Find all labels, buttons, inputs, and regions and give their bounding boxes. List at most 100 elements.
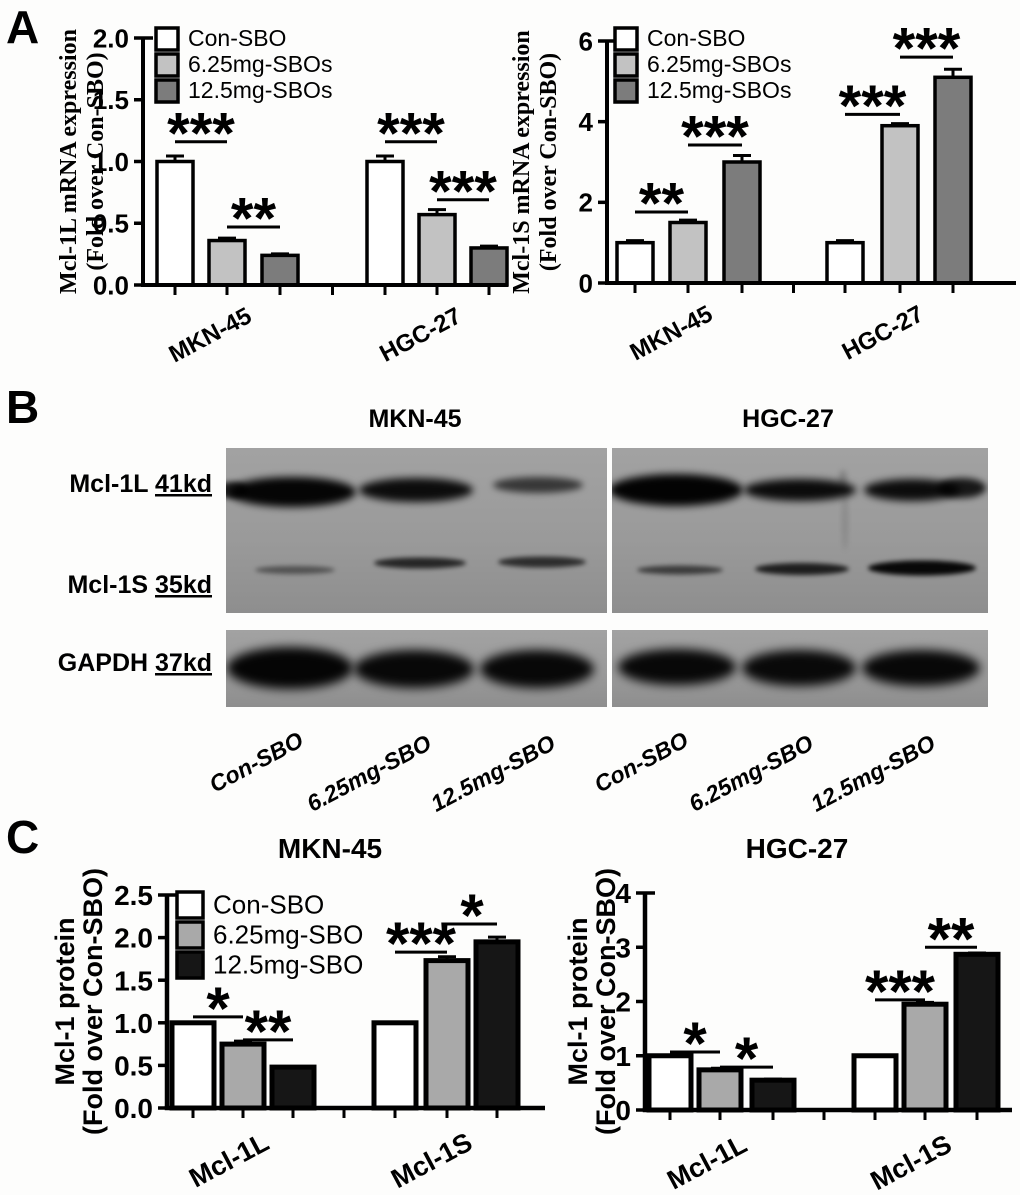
protein-band xyxy=(862,650,980,686)
bar-6.25mg-SBOs-HGC-27 xyxy=(417,212,457,287)
lane-label: Con-SBO xyxy=(205,726,308,797)
significance-stars: ** xyxy=(231,187,277,252)
legend-label: Con-SBO xyxy=(647,25,745,51)
bar-Con-SBO-HGC-27 xyxy=(825,240,865,285)
y-tick-label: 1.0 xyxy=(114,1008,153,1039)
protein-band xyxy=(354,650,474,688)
protein-band xyxy=(868,560,976,576)
protein-band xyxy=(255,566,335,574)
bar-Con-SBO-Mcl-1L xyxy=(646,1053,694,1113)
protein-band xyxy=(228,477,356,507)
protein-band xyxy=(839,470,847,490)
protein-row-label: Mcl-1S 35kd xyxy=(67,571,212,599)
protein-band xyxy=(637,565,723,575)
protein-band xyxy=(864,479,960,501)
y-tick-label: 1.5 xyxy=(93,85,129,115)
protein-band xyxy=(938,478,986,498)
bar-12.5mg-SBOs-MKN-45 xyxy=(722,160,762,285)
y-tick-label: 1.5 xyxy=(114,965,153,996)
y-tick-label: 0.0 xyxy=(114,1093,153,1124)
bar-6.25mg-SBO-Mcl-1S xyxy=(901,1001,949,1113)
hgc27-mcl1-blot-bands xyxy=(612,470,986,576)
significance-stars: ** xyxy=(245,998,292,1065)
hgc27-mcl1-blot xyxy=(612,448,988,613)
mkn45-mcl1-blot-bands xyxy=(226,477,586,574)
bar-Con-SBO-Mcl-1L xyxy=(169,1020,217,1111)
legend-swatch xyxy=(613,26,639,52)
cell-line-title: HGC-27 xyxy=(742,405,834,433)
legend-label: 6.25mg-SBOs xyxy=(188,51,332,77)
y-tick-label: 0 xyxy=(615,1095,631,1126)
legend-swatch xyxy=(175,950,205,980)
y-tick-label: 2 xyxy=(615,987,631,1018)
y-tick-label: 0 xyxy=(579,268,593,298)
legend-swatch xyxy=(175,890,205,920)
category-label: HGC-27 xyxy=(838,300,928,365)
protein-band xyxy=(359,478,473,502)
legend-swatch xyxy=(154,78,180,104)
bar-Con-SBO-Mcl-1S xyxy=(851,1053,899,1113)
significance-stars: * xyxy=(206,975,230,1042)
significance-stars: *** xyxy=(429,159,497,224)
cell-line-title: MKN-45 xyxy=(368,405,461,433)
bar-12.5mg-SBO-Mcl-1L xyxy=(749,1077,797,1113)
significance-stars: *** xyxy=(386,910,457,977)
y-axis-label: (Fold over Con-SBO) xyxy=(591,868,621,1135)
y-tick-label: 0.5 xyxy=(114,1050,153,1081)
y-tick-label: 0.0 xyxy=(93,270,129,300)
bar-Con-SBO-HGC-27 xyxy=(365,159,405,287)
protein-row-label: GAPDH 37kd xyxy=(58,649,212,677)
category-label: Mcl-1L xyxy=(662,1129,752,1195)
category-label: MKN-45 xyxy=(626,300,718,366)
y-tick-label: 2.5 xyxy=(114,880,153,911)
hgc27-gapdh-blot-bands xyxy=(618,649,980,686)
category-label: Mcl-1S xyxy=(866,1129,957,1195)
bar-12.5mg-SBO-Mcl-1S xyxy=(953,951,1001,1113)
significance-stars: *** xyxy=(377,101,445,166)
bar-Con-SBO-MKN-45 xyxy=(615,240,655,285)
panel-c-label: C xyxy=(6,811,40,863)
y-tick-label: 6 xyxy=(579,26,593,56)
protein-band xyxy=(744,479,856,501)
bar-12.5mg-SBOs-HGC-27 xyxy=(933,75,973,285)
y-tick-label: 0.5 xyxy=(93,209,129,239)
significance-stars: *** xyxy=(865,958,936,1025)
protein-band xyxy=(227,647,353,689)
panel-b-label: B xyxy=(6,381,40,433)
category-label: Mcl-1L xyxy=(184,1127,274,1194)
y-axis-label: (Fold over Con-SBO) xyxy=(83,52,109,270)
protein-band xyxy=(612,474,743,506)
lane-label: 12.5mg-SBO xyxy=(426,729,559,816)
significance-stars: *** xyxy=(893,17,961,82)
significance-stars: * xyxy=(735,1025,759,1092)
y-tick-label: 4 xyxy=(615,878,631,909)
protein-band xyxy=(480,650,594,688)
mkn45-gapdh-blot-bands xyxy=(227,647,594,689)
bar-6.25mg-SBO-Mcl-1S xyxy=(423,958,471,1111)
y-axis-label: Mcl-1L mRNA expression xyxy=(56,29,82,294)
protein-band xyxy=(493,477,583,493)
legend-swatch xyxy=(175,920,205,950)
lane-label: Con-SBO xyxy=(590,726,693,797)
y-tick-label: 2.0 xyxy=(93,23,129,53)
significance-stars: * xyxy=(683,1010,707,1077)
category-label: Mcl-1S xyxy=(386,1127,477,1194)
chart-title: MKN-45 xyxy=(278,833,382,864)
legend-label: 12.5mg-SBOs xyxy=(188,77,332,103)
legend-label: 12.5mg-SBO xyxy=(213,949,363,979)
legend-label: 6.25mg-SBO xyxy=(213,919,363,949)
legend-swatch xyxy=(154,52,180,78)
significance-stars: * xyxy=(460,882,484,949)
significance-stars: ** xyxy=(928,905,975,972)
legend-swatch xyxy=(154,26,180,52)
bar-12.5mg-SBOs-MKN-45 xyxy=(260,253,300,287)
bar-12.5mg-SBOs-HGC-27 xyxy=(469,246,509,287)
protein-band xyxy=(374,557,466,569)
legend-swatch xyxy=(613,52,639,78)
protein-band xyxy=(618,649,736,685)
protein-band xyxy=(498,556,586,568)
bar-12.5mg-SBO-Mcl-1L xyxy=(269,1064,317,1111)
